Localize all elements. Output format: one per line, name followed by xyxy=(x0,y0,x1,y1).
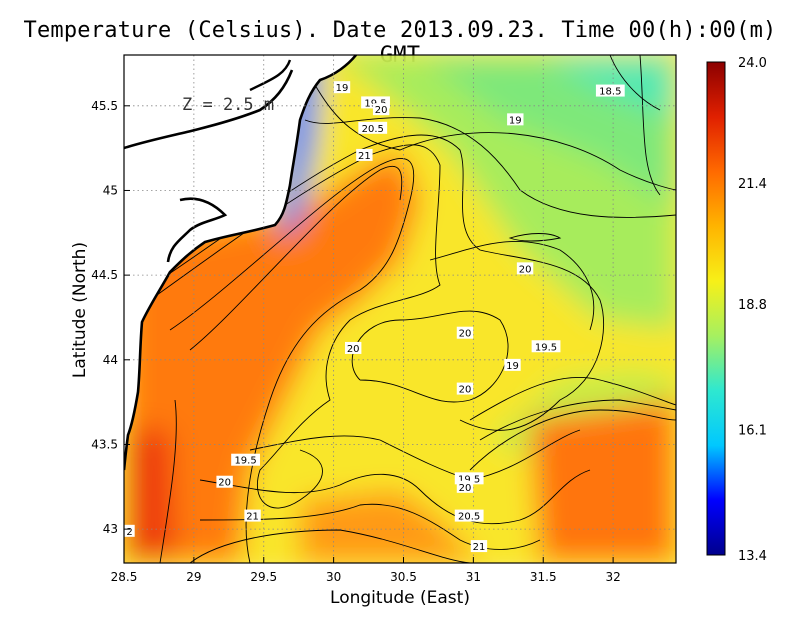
contour-label-bg xyxy=(456,382,474,395)
plot-frame xyxy=(123,54,677,564)
contour-label: 19.5 xyxy=(234,456,256,467)
colorbar xyxy=(706,61,726,556)
field-southeast-orange xyxy=(530,400,676,563)
contour-20-5-south xyxy=(199,503,541,550)
x-tick-label: 31.5 xyxy=(530,570,557,584)
contour-label: 21 xyxy=(358,151,371,162)
contour-label-bg xyxy=(124,524,135,537)
contour-label: 19.5 xyxy=(458,474,480,485)
contour-label-bg xyxy=(244,509,261,522)
contour-label: 21 xyxy=(473,542,486,553)
contour-20-5 xyxy=(169,157,415,563)
contour-label: 20 xyxy=(519,264,532,275)
contour-labels: 1918.519.52020.5192120202019.5192019.519… xyxy=(124,81,625,553)
contour-21-south xyxy=(189,529,471,563)
colorbar-tick-label: 21.4 xyxy=(738,177,767,192)
contour-20-south xyxy=(199,469,591,525)
colorbar-tick-label: 16.1 xyxy=(738,423,767,438)
colorbar-tick-label: 24.0 xyxy=(738,56,767,71)
contour-label-bg xyxy=(595,84,625,97)
contour-lines xyxy=(149,55,676,563)
contour-19b xyxy=(304,117,676,218)
contour-19-east xyxy=(469,376,676,421)
contour-label-bg xyxy=(507,113,524,126)
contour-label: 20 xyxy=(459,483,472,494)
contour-label-bg xyxy=(344,341,362,354)
y-tick-label: 44 xyxy=(103,353,118,367)
colorbar-tick-label: 18.8 xyxy=(738,298,767,313)
contour-label: 20 xyxy=(347,344,360,355)
contour-18-5 xyxy=(609,55,661,111)
contour-label: 19 xyxy=(506,361,519,372)
contour-19-5-south xyxy=(249,429,581,481)
lagoon-outline xyxy=(166,197,228,263)
contour-20-east xyxy=(429,241,595,331)
contour-label-bg xyxy=(516,262,534,275)
contour-label-bg xyxy=(456,480,474,493)
field-south-orange xyxy=(300,490,480,563)
y-tick-label: 44.5 xyxy=(91,268,118,282)
contour-label: 20.5 xyxy=(362,124,384,135)
contour-label-bg xyxy=(504,358,521,371)
contour-label-bg xyxy=(470,540,488,553)
land-mask xyxy=(124,55,358,471)
contour-label: 20 xyxy=(218,478,231,489)
x-tick-label: 32 xyxy=(605,570,620,584)
contour-label: 2 xyxy=(126,527,132,538)
contour-19-5-east xyxy=(479,399,676,441)
contour-label: 19.5 xyxy=(535,342,557,353)
contour-label-bg xyxy=(358,121,388,134)
contour-label: 20 xyxy=(459,385,472,396)
contour-label-bg xyxy=(231,453,260,466)
contour-label: 19 xyxy=(509,115,522,126)
river-border-line xyxy=(124,69,294,150)
x-tick-label: 29.5 xyxy=(250,570,277,584)
field-southwest-red xyxy=(124,430,175,563)
contour-label-bg xyxy=(456,326,474,339)
contour-label-bg xyxy=(333,81,351,94)
y-tick-label: 45 xyxy=(103,183,118,197)
contour-label: 20 xyxy=(459,329,472,340)
x-tick-label: 31 xyxy=(466,570,481,584)
x-axis-ticks: 28.5 29 29.5 30 30.5 31 31.5 32 xyxy=(111,557,621,584)
y-tick-label: 43 xyxy=(103,522,118,536)
contour-21 xyxy=(189,165,403,351)
depth-label: Z = 2.5 m xyxy=(182,95,274,115)
contour-21-west xyxy=(159,399,177,563)
y-axis-label: Latitude (North) xyxy=(70,241,90,379)
contour-label: 18.5 xyxy=(599,87,621,98)
y-tick-label: 45.5 xyxy=(91,99,118,113)
x-tick-label: 30.5 xyxy=(390,570,417,584)
x-tick-label: 29 xyxy=(186,570,201,584)
field-west-orange xyxy=(124,150,420,563)
contour-label-bg xyxy=(216,475,233,488)
contour-east-lens xyxy=(508,233,562,242)
colorbar-ticks: 24.0 21.4 18.8 16.1 13.4 xyxy=(738,56,767,564)
coastline xyxy=(124,55,358,471)
y-tick-label: 43.5 xyxy=(91,437,118,451)
y-axis-ticks: 43 43.5 44 44.5 45 45.5 xyxy=(91,99,130,536)
contour-19 xyxy=(314,84,676,191)
contour-20-central xyxy=(351,310,509,403)
contour-label: 20 xyxy=(375,105,388,116)
contour-18-5b xyxy=(639,55,661,196)
colorbar-tick-label: 13.4 xyxy=(738,549,767,564)
contour-label: 21 xyxy=(246,512,259,523)
contour-label: 19 xyxy=(336,83,349,94)
land-area xyxy=(124,55,356,470)
x-tick-label: 30 xyxy=(326,570,341,584)
contour-label: 20.5 xyxy=(458,512,480,523)
x-axis-label: Longitude (East) xyxy=(330,588,470,608)
delta-channel xyxy=(249,59,292,92)
x-tick-label: 28.5 xyxy=(111,570,138,584)
contour-20-east-low xyxy=(469,409,676,471)
contour-label-bg xyxy=(531,340,561,353)
contour-label-bg xyxy=(356,148,373,161)
contour-label-bg xyxy=(454,509,484,522)
contour-label-bg xyxy=(372,103,390,116)
